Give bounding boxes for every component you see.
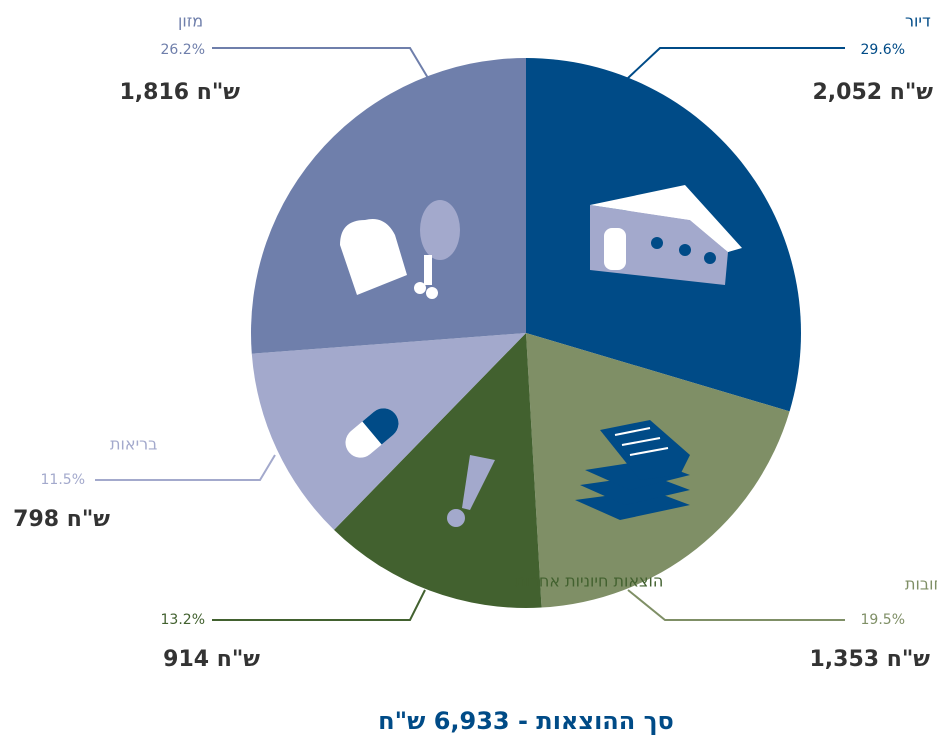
leader-line: [627, 589, 845, 621]
icons: [340, 185, 742, 527]
pill-icon: [345, 408, 399, 458]
amount-label: 914 ש"ח: [163, 647, 260, 672]
papers-icon: [575, 420, 690, 520]
leader-line: [95, 454, 276, 481]
alert-icon: [447, 455, 495, 527]
leader-line: [212, 589, 426, 621]
value-label: 26.2%: [161, 42, 205, 58]
total-label: סך ההוצאות - 6,933 ש"ח: [378, 707, 674, 735]
leader-line: [627, 47, 845, 79]
category-label: בריאות: [110, 435, 157, 454]
food-icon: [340, 200, 460, 299]
category-label: דיור: [905, 12, 931, 31]
amount-label: 2,052 ש"ח: [812, 80, 933, 105]
amount-label: 1,816 ש"ח: [119, 80, 240, 105]
category-label: הוצאות חיוניות אחרות: [515, 572, 663, 591]
amount-label: 798 ש"ח: [13, 507, 110, 532]
category-label: מזון: [178, 12, 203, 31]
leader-line: [212, 47, 429, 79]
house-icon: [590, 185, 742, 285]
value-label: 11.5%: [41, 472, 85, 488]
slices: [250, 58, 802, 608]
value-label: 29.6%: [861, 42, 905, 58]
amount-label: 1,353 ש"ח: [809, 647, 930, 672]
pie-slice: [250, 58, 526, 354]
value-label: 19.5%: [861, 612, 905, 628]
pie-slice: [334, 333, 542, 608]
value-label: 13.2%: [161, 612, 205, 628]
